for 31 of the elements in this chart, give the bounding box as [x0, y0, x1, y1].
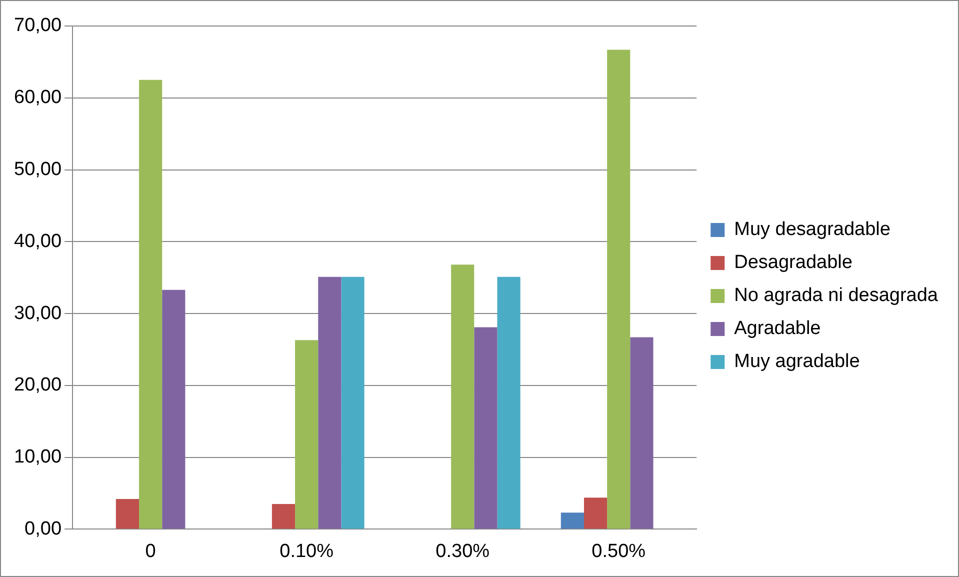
bar: [295, 340, 318, 529]
bar: [497, 276, 520, 529]
bar: [272, 504, 296, 529]
legend-label: No agrada ni desagrada: [734, 285, 938, 306]
bar: [139, 80, 162, 529]
x-tick-label: 0: [145, 540, 156, 562]
x-tick-label: 0.50%: [592, 540, 646, 562]
bar: [318, 276, 342, 529]
y-tick-label: 20,00: [14, 374, 62, 396]
bar: [474, 327, 498, 529]
x-tick-label: 0.30%: [436, 540, 490, 562]
bar: [584, 498, 608, 529]
y-tick-label: 40,00: [14, 230, 62, 252]
y-tick-label: 10,00: [14, 446, 62, 468]
legend-label: Agradable: [734, 318, 821, 340]
legend-label: Muy desagradable: [734, 219, 890, 240]
y-tick-label: 0,00: [24, 518, 62, 540]
bar: [341, 276, 364, 529]
legend-label: Desagradable: [734, 252, 852, 274]
bar: [560, 512, 584, 529]
y-tick-label: 70,00: [14, 15, 62, 36]
bar: [630, 337, 654, 529]
y-tick-label: 30,00: [14, 302, 62, 324]
bar: [451, 264, 474, 529]
bar: [607, 50, 630, 529]
bar: [162, 290, 186, 529]
x-tick-label: 0.10%: [280, 540, 334, 562]
bar: [116, 499, 140, 529]
y-tick-label: 50,00: [14, 159, 62, 180]
y-tick-label: 60,00: [14, 87, 62, 108]
legend-label: Muy agradable: [734, 351, 860, 372]
